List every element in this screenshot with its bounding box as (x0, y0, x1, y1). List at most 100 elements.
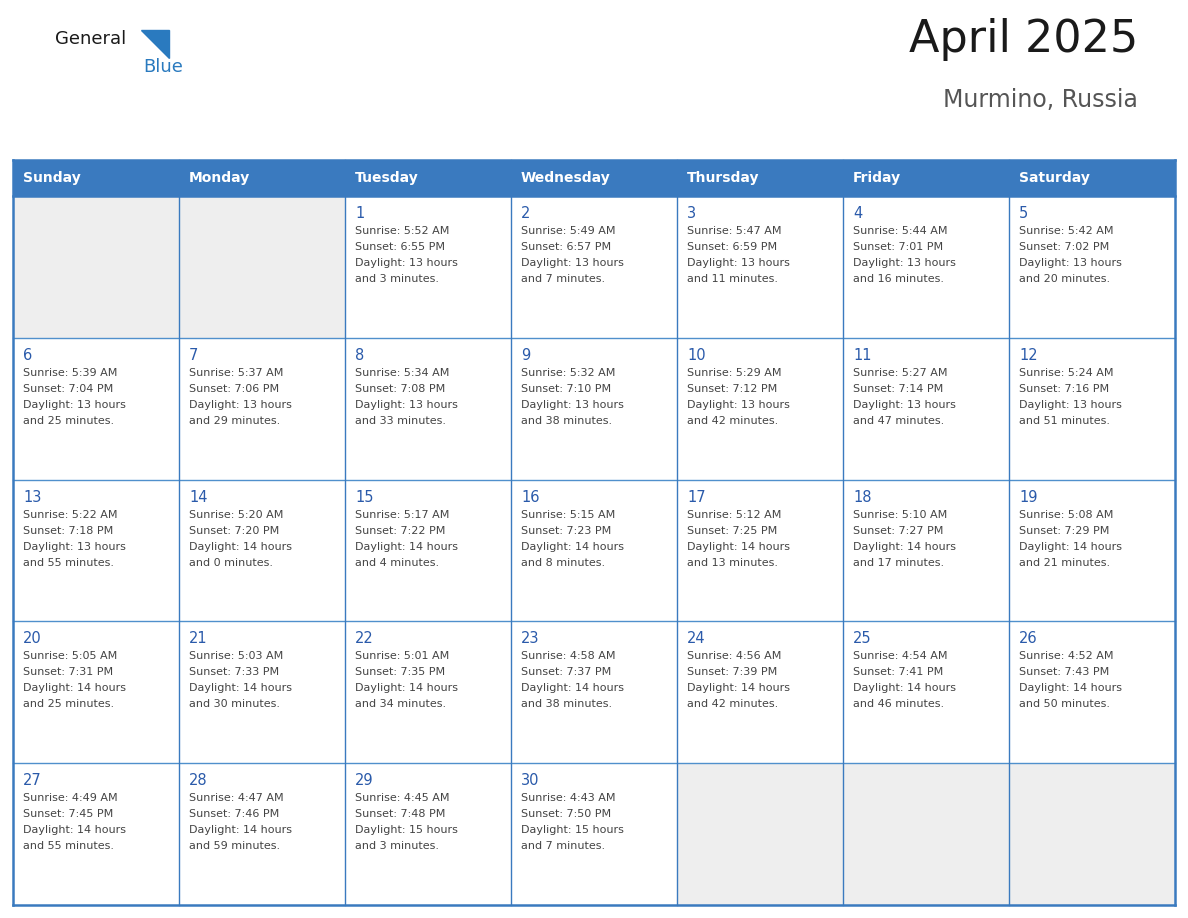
Bar (677, 479, 843, 621)
Bar (179, 621, 345, 763)
Text: Sunrise: 5:12 AM: Sunrise: 5:12 AM (687, 509, 782, 520)
Text: Daylight: 14 hours: Daylight: 14 hours (23, 683, 126, 693)
Text: Sunrise: 5:10 AM: Sunrise: 5:10 AM (853, 509, 947, 520)
Bar (345, 479, 511, 621)
Bar (13, 196, 179, 338)
Text: Monday: Monday (189, 171, 251, 185)
Text: Daylight: 15 hours: Daylight: 15 hours (522, 825, 624, 835)
Text: Sunset: 7:06 PM: Sunset: 7:06 PM (189, 384, 279, 394)
Text: Daylight: 13 hours: Daylight: 13 hours (522, 400, 624, 409)
Bar (843, 621, 1009, 763)
Text: Sunset: 7:43 PM: Sunset: 7:43 PM (1019, 667, 1110, 677)
Polygon shape (141, 30, 169, 58)
Bar (179, 196, 345, 338)
Text: Sunrise: 4:54 AM: Sunrise: 4:54 AM (853, 652, 948, 661)
Text: Sunset: 7:25 PM: Sunset: 7:25 PM (687, 526, 777, 535)
Text: Sunset: 7:22 PM: Sunset: 7:22 PM (355, 526, 446, 535)
Text: 15: 15 (355, 489, 373, 505)
Text: and 33 minutes.: and 33 minutes. (355, 416, 446, 426)
Text: Daylight: 13 hours: Daylight: 13 hours (23, 542, 126, 552)
Text: Sunset: 7:48 PM: Sunset: 7:48 PM (355, 809, 446, 819)
Bar (179, 479, 345, 621)
Text: Sunset: 7:27 PM: Sunset: 7:27 PM (853, 526, 943, 535)
Bar (843, 763, 1009, 905)
Bar (843, 479, 1009, 621)
Text: 23: 23 (522, 632, 539, 646)
Text: Sunset: 7:14 PM: Sunset: 7:14 PM (853, 384, 943, 394)
Text: Daylight: 13 hours: Daylight: 13 hours (189, 400, 292, 409)
Text: Daylight: 14 hours: Daylight: 14 hours (522, 683, 624, 693)
Text: Tuesday: Tuesday (355, 171, 418, 185)
Bar (13, 621, 179, 763)
Text: Sunset: 7:08 PM: Sunset: 7:08 PM (355, 384, 446, 394)
Text: Sunrise: 5:05 AM: Sunrise: 5:05 AM (23, 652, 118, 661)
Text: 27: 27 (23, 773, 42, 789)
Text: and 8 minutes.: and 8 minutes. (522, 557, 605, 567)
Text: 10: 10 (687, 348, 706, 363)
Text: Sunrise: 5:22 AM: Sunrise: 5:22 AM (23, 509, 118, 520)
Bar (843, 160, 1009, 196)
Text: Daylight: 13 hours: Daylight: 13 hours (522, 258, 624, 268)
Text: and 51 minutes.: and 51 minutes. (1019, 416, 1110, 426)
Text: Daylight: 14 hours: Daylight: 14 hours (1019, 542, 1121, 552)
Text: Sunrise: 5:44 AM: Sunrise: 5:44 AM (853, 226, 948, 236)
Text: Daylight: 15 hours: Daylight: 15 hours (355, 825, 457, 835)
Text: Sunset: 6:55 PM: Sunset: 6:55 PM (355, 242, 446, 252)
Text: Sunset: 7:37 PM: Sunset: 7:37 PM (522, 667, 612, 677)
Bar (843, 338, 1009, 479)
Text: and 50 minutes.: and 50 minutes. (1019, 700, 1110, 710)
Text: Friday: Friday (853, 171, 902, 185)
Bar (1009, 763, 1175, 905)
Text: 25: 25 (853, 632, 872, 646)
Text: Sunset: 7:35 PM: Sunset: 7:35 PM (355, 667, 446, 677)
Text: Sunrise: 5:49 AM: Sunrise: 5:49 AM (522, 226, 615, 236)
Text: Thursday: Thursday (687, 171, 759, 185)
Bar (179, 338, 345, 479)
Text: Daylight: 13 hours: Daylight: 13 hours (355, 400, 457, 409)
Text: Sunrise: 5:37 AM: Sunrise: 5:37 AM (189, 368, 284, 378)
Text: Sunrise: 5:34 AM: Sunrise: 5:34 AM (355, 368, 449, 378)
Bar (13, 479, 179, 621)
Bar (677, 763, 843, 905)
Text: Sunrise: 5:08 AM: Sunrise: 5:08 AM (1019, 509, 1113, 520)
Bar (179, 763, 345, 905)
Text: 5: 5 (1019, 206, 1029, 221)
Text: Sunset: 7:01 PM: Sunset: 7:01 PM (853, 242, 943, 252)
Text: Sunrise: 5:47 AM: Sunrise: 5:47 AM (687, 226, 782, 236)
Bar (677, 160, 843, 196)
Bar (511, 160, 677, 196)
Text: Sunrise: 5:32 AM: Sunrise: 5:32 AM (522, 368, 615, 378)
Text: Sunset: 7:23 PM: Sunset: 7:23 PM (522, 526, 612, 535)
Text: Daylight: 14 hours: Daylight: 14 hours (687, 683, 790, 693)
Bar (345, 196, 511, 338)
Text: and 7 minutes.: and 7 minutes. (522, 841, 605, 851)
Text: and 59 minutes.: and 59 minutes. (189, 841, 280, 851)
Text: Sunset: 7:31 PM: Sunset: 7:31 PM (23, 667, 113, 677)
Text: Daylight: 13 hours: Daylight: 13 hours (355, 258, 457, 268)
Text: Daylight: 14 hours: Daylight: 14 hours (189, 542, 292, 552)
Text: Daylight: 14 hours: Daylight: 14 hours (853, 683, 956, 693)
Text: Sunrise: 5:52 AM: Sunrise: 5:52 AM (355, 226, 449, 236)
Text: 26: 26 (1019, 632, 1037, 646)
Bar (843, 196, 1009, 338)
Bar (13, 160, 179, 196)
Bar (1009, 196, 1175, 338)
Text: Daylight: 13 hours: Daylight: 13 hours (1019, 400, 1121, 409)
Text: 9: 9 (522, 348, 530, 363)
Bar (677, 621, 843, 763)
Text: Daylight: 14 hours: Daylight: 14 hours (355, 683, 459, 693)
Text: Daylight: 13 hours: Daylight: 13 hours (853, 258, 956, 268)
Text: Daylight: 14 hours: Daylight: 14 hours (687, 542, 790, 552)
Text: 29: 29 (355, 773, 373, 789)
Text: 19: 19 (1019, 489, 1037, 505)
Text: 7: 7 (189, 348, 198, 363)
Text: 1: 1 (355, 206, 365, 221)
Bar (345, 160, 511, 196)
Text: and 20 minutes.: and 20 minutes. (1019, 274, 1110, 284)
Text: and 16 minutes.: and 16 minutes. (853, 274, 944, 284)
Text: Daylight: 14 hours: Daylight: 14 hours (1019, 683, 1121, 693)
Text: and 3 minutes.: and 3 minutes. (355, 274, 440, 284)
Text: Sunset: 7:41 PM: Sunset: 7:41 PM (853, 667, 943, 677)
Text: and 46 minutes.: and 46 minutes. (853, 700, 944, 710)
Text: 21: 21 (189, 632, 208, 646)
